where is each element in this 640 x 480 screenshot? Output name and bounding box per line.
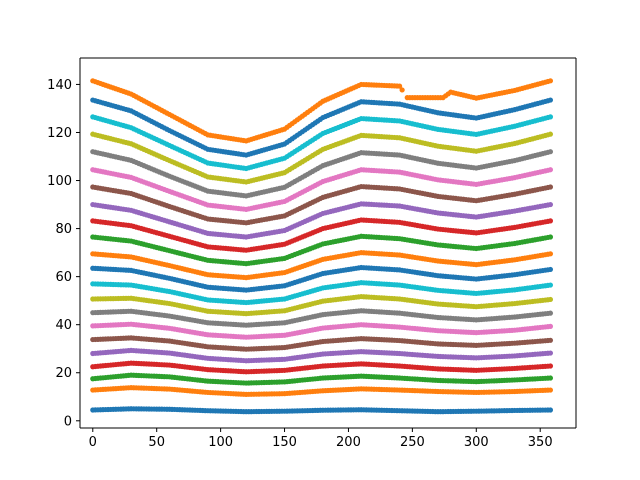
x-tick-label: 150	[272, 435, 297, 450]
data-point	[399, 87, 405, 93]
y-tick-label: 80	[55, 222, 72, 237]
series-21	[90, 97, 554, 158]
x-tick-label: 100	[208, 435, 233, 450]
series-12	[90, 250, 554, 281]
data-point	[547, 114, 554, 120]
y-tick-label: 60	[55, 270, 72, 285]
series-4	[90, 360, 554, 375]
data-point	[547, 337, 554, 343]
series-14	[90, 217, 554, 253]
series-8	[90, 308, 554, 328]
series-3	[90, 372, 554, 386]
y-tick-label: 0	[64, 414, 72, 429]
series-19	[90, 131, 554, 185]
data-point	[547, 131, 554, 137]
x-tick-label: 50	[148, 435, 165, 450]
data-point	[396, 83, 403, 89]
data-point	[547, 97, 554, 103]
series-17	[90, 167, 554, 212]
data-point	[547, 387, 554, 393]
series-7	[90, 321, 554, 340]
data-point	[547, 78, 554, 84]
data-point	[547, 363, 554, 369]
series-10	[90, 280, 554, 306]
data-point	[547, 167, 554, 173]
data-point	[547, 201, 554, 208]
y-tick-label: 100	[47, 174, 72, 189]
x-tick-label: 0	[89, 435, 97, 450]
data-point	[547, 296, 554, 303]
series-5	[90, 347, 554, 364]
data-point	[547, 282, 554, 288]
data-point	[547, 407, 554, 413]
series-11	[90, 264, 554, 293]
series-1	[90, 406, 554, 415]
x-tick-label: 250	[400, 435, 425, 450]
series-9	[90, 293, 554, 317]
series-16	[90, 183, 554, 226]
series-20	[90, 114, 554, 172]
x-tick-label: 350	[528, 435, 553, 450]
x-tick-label: 200	[336, 435, 361, 450]
data-point	[547, 266, 554, 273]
axes-layer: 0 50 100 150 200 250 300 350 0 20 40 60 80 100 120 140	[47, 57, 577, 450]
y-tick-label: 20	[55, 366, 72, 381]
data-point	[547, 323, 554, 329]
data-point	[547, 184, 554, 190]
y-tick-label: 140	[47, 78, 72, 93]
series-6	[90, 335, 554, 352]
x-tick-label: 300	[464, 435, 489, 450]
series-22	[90, 78, 554, 144]
data-point	[547, 350, 554, 356]
data-point	[547, 149, 554, 155]
y-tick-label: 40	[55, 318, 72, 333]
data-point	[547, 375, 554, 381]
series-15	[90, 201, 554, 240]
series-layer	[90, 78, 554, 415]
data-point	[547, 218, 554, 224]
series-13	[90, 233, 554, 267]
series-18	[90, 149, 554, 199]
data-point	[547, 251, 554, 257]
y-tick-label: 120	[47, 126, 72, 141]
data-point	[547, 310, 554, 316]
data-point	[547, 234, 554, 240]
series-2	[90, 385, 554, 397]
